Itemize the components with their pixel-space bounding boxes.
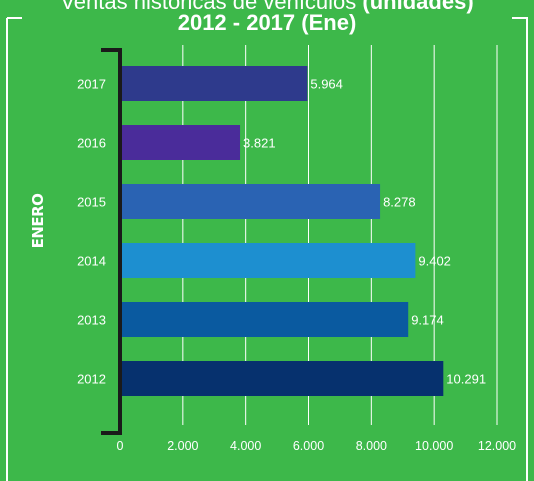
x-tick-label: 8.000 [356, 439, 387, 453]
chart-title-regular: Ventas históricas de vehículos [60, 0, 357, 14]
bar [120, 243, 416, 278]
value-label: 8.278 [383, 195, 416, 210]
category-label: 2014 [77, 254, 106, 269]
value-label: 10.291 [446, 372, 486, 387]
y-axis-bracket [101, 48, 122, 435]
x-tick-label: 2.000 [167, 439, 198, 453]
category-label: 2013 [77, 313, 106, 328]
x-tick-label: 10.000 [415, 439, 453, 453]
category-label: 2012 [77, 372, 106, 387]
bar [120, 361, 444, 396]
x-tick-label: 4.000 [230, 439, 261, 453]
bars [120, 66, 444, 396]
bar [120, 125, 241, 160]
chart-subtitle: 2012 - 2017 (Ene) [177, 10, 357, 35]
category-label: 2015 [77, 195, 106, 210]
category-label: 2016 [77, 136, 106, 151]
bar [120, 184, 381, 219]
x-tick-label: 0 [117, 439, 124, 453]
bar [120, 66, 308, 101]
chart-title-line1: Ventas históricas de vehículos (unidades… [0, 0, 534, 14]
x-tick-label: 6.000 [293, 439, 324, 453]
frame-top-right [512, 17, 528, 481]
value-label: 9.402 [418, 254, 451, 269]
value-label: 9.174 [411, 313, 444, 328]
chart-title-bold: (unidades) [362, 0, 474, 14]
category-label: 2017 [77, 77, 106, 92]
value-label: 5.964 [310, 77, 343, 92]
value-label: 3.821 [243, 136, 276, 151]
bar [120, 302, 409, 337]
x-tick-label: 12.000 [478, 439, 516, 453]
